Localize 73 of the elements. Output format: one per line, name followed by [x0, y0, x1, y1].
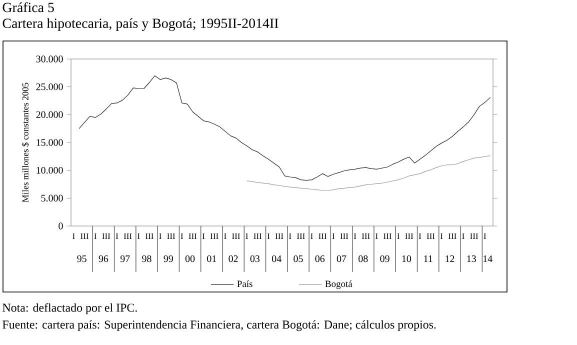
x-tick-label: I [462, 233, 464, 239]
text: 98 [142, 255, 152, 262]
text: 12 [446, 255, 454, 262]
x-tick-label: III [102, 233, 110, 239]
y-tick-label: 0 [58, 222, 63, 230]
text: 10 [402, 255, 412, 262]
x-tick-label: III [146, 233, 154, 239]
text: 97 [120, 255, 130, 262]
text: 14 [483, 255, 492, 262]
x-tick-label: I [354, 233, 356, 239]
x-tick-label: I [224, 233, 226, 239]
x-tick-label: I [72, 233, 75, 239]
text: 11 [424, 255, 432, 262]
x-tick-label: III [275, 233, 284, 239]
x-tick-label: I [310, 233, 313, 239]
text: 13 [467, 255, 476, 262]
text: 08 [358, 255, 368, 262]
text: 07 [336, 255, 346, 262]
y-tick-label: 10.000 [36, 166, 63, 174]
x-tick-label: I [332, 233, 335, 239]
text: 00 [185, 255, 195, 262]
x-tick-label: I [397, 233, 400, 239]
x-tick-label: III [232, 233, 240, 239]
text: 03 [250, 255, 260, 262]
legend-label: País [237, 280, 252, 288]
x-tick-label: III [384, 233, 392, 239]
x-tick-label: I [94, 233, 96, 239]
x-tick-label: III [318, 233, 327, 239]
x-tick-label: III [470, 233, 478, 239]
text: 99 [164, 255, 173, 262]
x-tick-label: III [188, 233, 197, 239]
y-axis-title: Miles millones $ constantes 2005 [22, 82, 29, 202]
text: 96 [98, 255, 108, 262]
x-tick-label: I [138, 233, 140, 239]
chart-title: Gráfica 5 [2, 2, 54, 12]
x-tick-label: I [202, 233, 205, 239]
x-tick-label: I [418, 233, 422, 239]
y-tick-label: 15.000 [36, 139, 63, 146]
x-tick-label: III [124, 233, 132, 239]
x-tick-label: I [484, 233, 486, 239]
x-tick-label: III [405, 233, 414, 239]
x-tick-label: I [289, 233, 292, 239]
x-tick-label: III [340, 233, 348, 239]
x-tick-label: III [167, 233, 176, 239]
y-tick-label: 5.000 [41, 194, 63, 202]
x-tick-label: III [362, 233, 370, 239]
x-tick-label: III [254, 233, 262, 239]
text: 06 [315, 255, 325, 262]
x-tick-label: III [426, 233, 435, 239]
x-tick-label: I [267, 233, 270, 239]
text: Nota: deflactado por el IPC. [2, 303, 137, 314]
x-tick-label: I [159, 233, 162, 239]
text: 09 [380, 255, 390, 262]
x-tick-label: III [448, 233, 456, 239]
source-note: Fuente: cartera país: Superintendencia Financiera, cartera Bogotá: Dane; cálculos propios. [2, 320, 436, 332]
y-tick-label: 30.000 [36, 56, 63, 62]
x-tick-label: I [376, 233, 378, 239]
y-tick-label: 25.000 [36, 83, 63, 90]
text: 01 [207, 255, 216, 262]
x-tick-label: I [116, 233, 118, 239]
text: 05 [294, 255, 303, 262]
x-tick-label: III [210, 233, 218, 239]
x-tick-label: I [180, 233, 184, 239]
text: 02 [228, 255, 238, 262]
y-tick-label: 20.000 [36, 111, 63, 118]
chart-subtitle: Cartera hipotecaria, país y Bogotá; 1995II-2014II [2, 18, 278, 31]
text: 04 [272, 255, 282, 262]
x-tick-label: III [80, 233, 88, 239]
legend-label: Bogotá [325, 280, 352, 290]
x-tick-label: III [297, 233, 305, 239]
x-tick-label: I [440, 233, 443, 239]
text: 95 [77, 255, 86, 262]
x-tick-label: I [246, 233, 248, 239]
